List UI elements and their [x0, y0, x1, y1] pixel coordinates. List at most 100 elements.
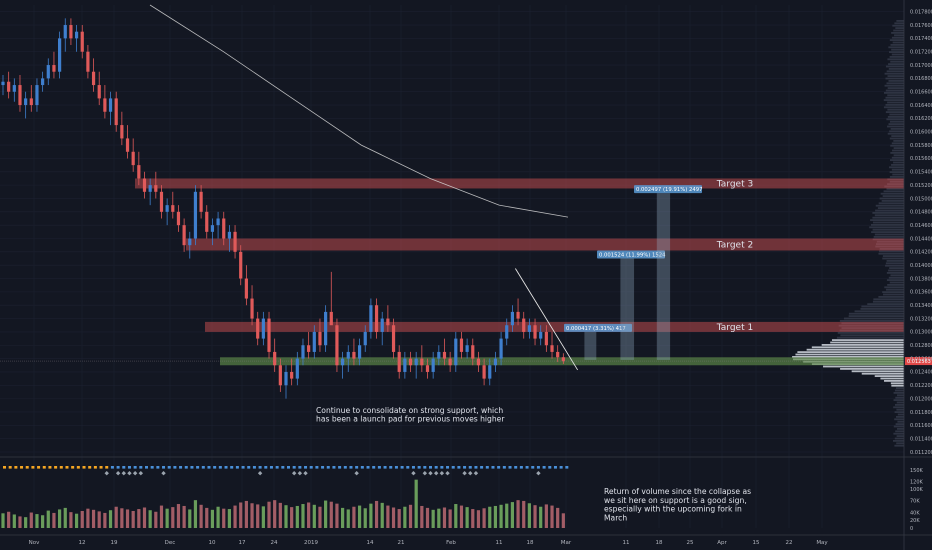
- profile-bar: [891, 156, 904, 159]
- volume-bar: [137, 509, 141, 528]
- volume-bar: [131, 510, 135, 528]
- price-tick-label: 0.016800: [910, 76, 932, 82]
- profile-bar: [893, 440, 904, 442]
- signal-dot: [218, 466, 222, 469]
- volume-bar: [188, 509, 192, 528]
- signal-dot: [485, 466, 489, 469]
- price-tick-label: 0.012800: [910, 343, 932, 349]
- signal-diamond: [291, 471, 297, 476]
- volume-bar: [278, 502, 282, 528]
- profile-bar: [878, 202, 904, 205]
- volume-bar: [414, 479, 418, 528]
- candle: [505, 318, 509, 346]
- signal-dot: [309, 466, 313, 469]
- profile-bar: [895, 416, 904, 418]
- volume-bar: [471, 509, 475, 528]
- profile-bar: [896, 442, 904, 445]
- signal-dot: [269, 466, 273, 469]
- profile-bar: [890, 144, 904, 147]
- signal-dot: [127, 466, 131, 469]
- candle: [527, 318, 531, 339]
- profile-bar: [888, 276, 904, 279]
- profile-bar: [872, 228, 904, 231]
- price-tick-label: 0.014800: [910, 210, 932, 216]
- time-tick-label: 25: [687, 540, 694, 546]
- signal-dot: [93, 466, 97, 469]
- candle-body: [408, 358, 413, 366]
- volume-bar: [74, 513, 79, 528]
- candle-body: [210, 225, 215, 232]
- signal-dot: [394, 466, 398, 469]
- volume-bar: [346, 509, 350, 528]
- candle-body: [137, 165, 141, 179]
- signal-dot: [88, 466, 92, 469]
- profile-bar: [839, 320, 904, 322]
- profile-bar: [896, 435, 904, 437]
- annotation-support: Continue to consolidate on strong suppor…: [316, 406, 503, 415]
- candle-body: [437, 351, 441, 359]
- profile-bar: [883, 293, 904, 296]
- signal-dot: [99, 466, 103, 469]
- volume-bar: [199, 504, 203, 528]
- profile-bar: [889, 171, 904, 173]
- candle: [352, 338, 356, 366]
- profile-bar: [886, 118, 904, 121]
- volume-bar: [425, 507, 430, 528]
- signal-dot: [389, 466, 393, 469]
- profile-bar: [882, 291, 904, 293]
- price-tick-label: 0.013000: [910, 330, 932, 336]
- profile-bar: [860, 308, 904, 310]
- candles[interactable]: [1, 18, 565, 399]
- candle: [35, 78, 39, 112]
- volume-bar: [171, 507, 175, 528]
- profile-bar: [830, 341, 904, 344]
- price-tick-label: 0.012000: [910, 396, 932, 402]
- candle: [154, 171, 158, 199]
- profile-bar: [889, 39, 904, 41]
- candle: [227, 225, 231, 252]
- signal-row: [3, 466, 569, 476]
- signal-dot: [224, 466, 228, 469]
- annotation-support: has been a launch pad for previous moves…: [316, 415, 505, 424]
- signal-dot: [497, 466, 501, 469]
- volume-bar: [556, 507, 560, 528]
- signal-dot: [536, 466, 540, 469]
- profile-bar: [885, 77, 904, 80]
- signal-dot: [349, 466, 353, 469]
- trend-line: [514, 268, 579, 371]
- profile-bar: [861, 305, 904, 308]
- candle: [329, 271, 333, 326]
- profile-bar: [887, 183, 904, 185]
- candle-body: [284, 371, 288, 386]
- signal-dot: [446, 466, 450, 469]
- profile-bar: [890, 274, 904, 277]
- signal-dot: [298, 466, 302, 469]
- measure-box: [620, 258, 635, 360]
- candle-body: [261, 318, 265, 339]
- candle: [114, 91, 118, 132]
- signal-dot: [423, 466, 427, 469]
- current-price-tag: [905, 357, 932, 366]
- profile-bar: [886, 260, 904, 262]
- candle: [52, 51, 56, 79]
- candle: [1, 75, 5, 96]
- grid: [0, 5, 904, 528]
- signal-dot: [82, 466, 86, 469]
- profile-bar: [893, 140, 904, 142]
- price-tick-label: 0.017600: [910, 23, 932, 29]
- profile-bar: [888, 51, 904, 53]
- profile-bar: [886, 82, 904, 85]
- profile-bar: [874, 214, 904, 217]
- candle: [74, 25, 79, 52]
- profile-bar: [887, 132, 904, 135]
- profile-bar: [875, 209, 904, 212]
- signal-dot: [213, 466, 217, 469]
- candle-body: [516, 311, 520, 319]
- candle: [86, 45, 90, 79]
- volume-bar: [227, 509, 231, 528]
- overlays: 0.012563: [0, 4, 932, 371]
- profile-bar: [875, 245, 904, 248]
- candle: [408, 351, 413, 372]
- volume-bar: [239, 502, 243, 528]
